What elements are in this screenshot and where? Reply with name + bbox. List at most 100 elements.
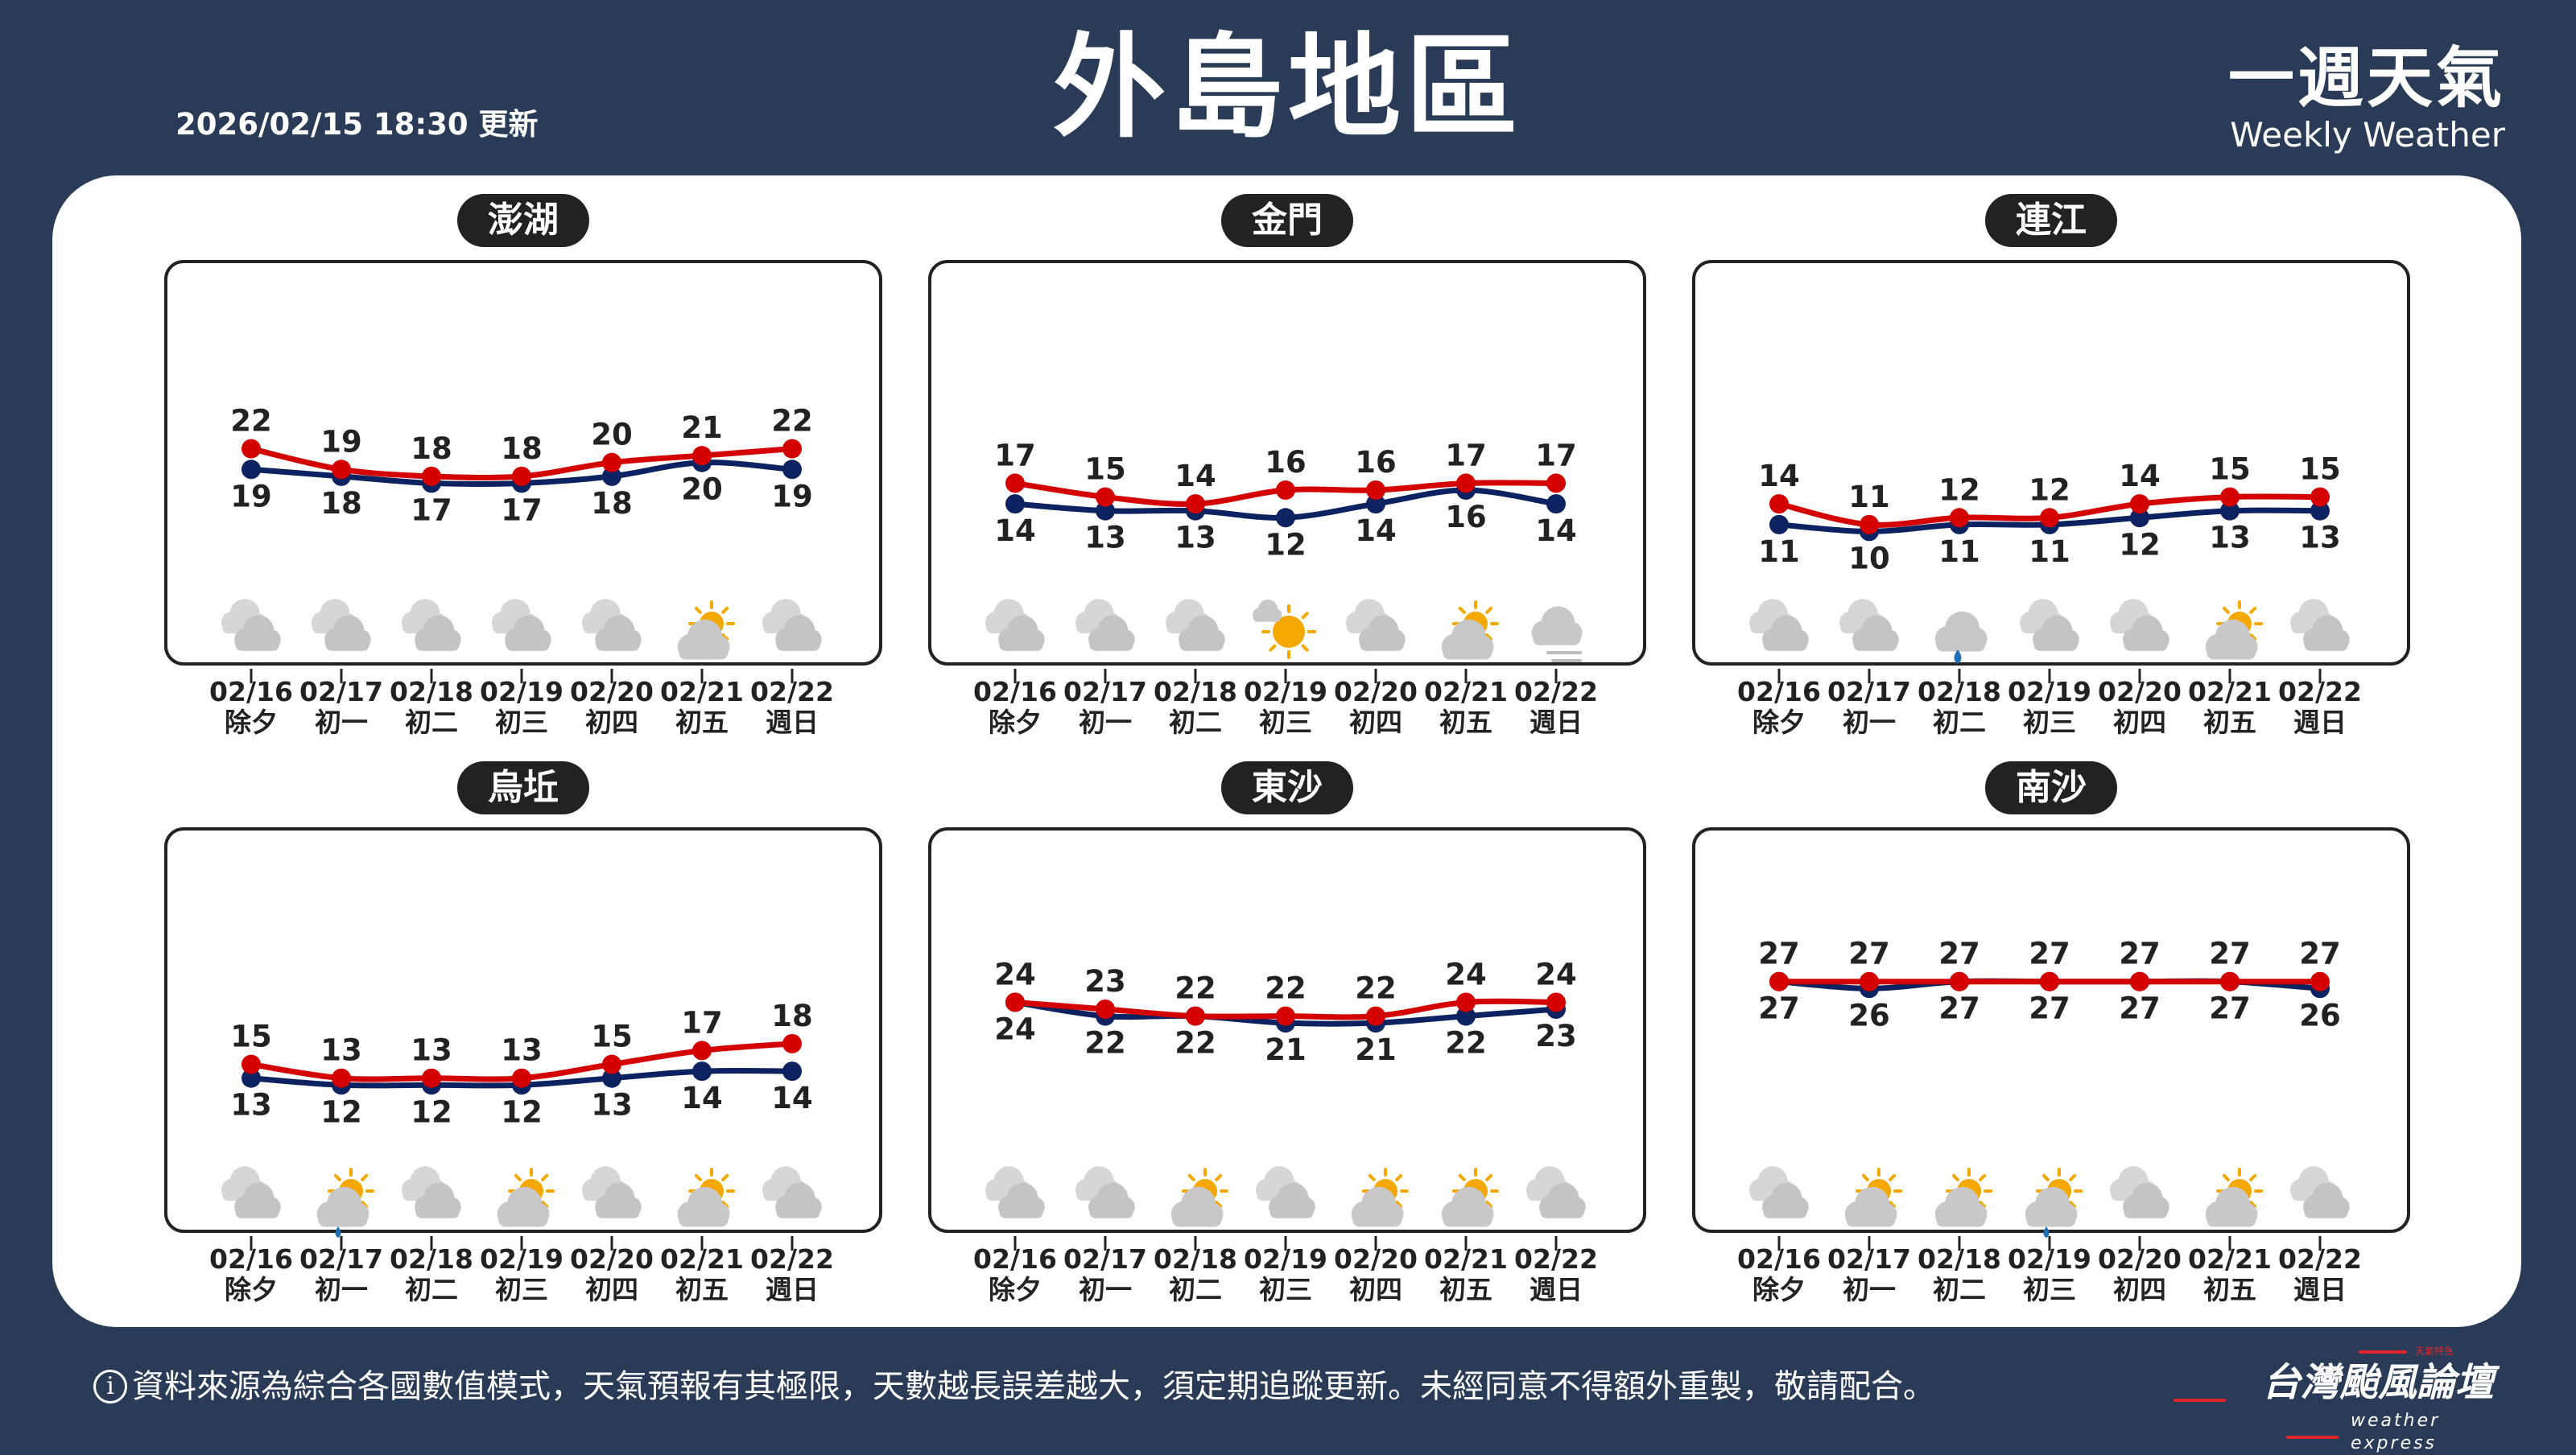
disclaimer: i 資料來源為綜合各國數值模式，天氣預報有其極限，天數越長誤差越大，須定期追蹤更… (93, 1366, 1935, 1407)
date-label: 02/22 週日 (2275, 677, 2365, 738)
lunar-date: 初五 (675, 707, 729, 738)
date-label: 02/19 初三 (477, 677, 567, 738)
high-temp-label: 15 (2299, 452, 2341, 487)
info-icon: i (93, 1370, 127, 1403)
date-label: 02/17 初一 (296, 1244, 386, 1305)
high-temp-point (1276, 480, 1295, 501)
cloudy-icon (2019, 599, 2079, 651)
cloudy-icon (311, 599, 371, 651)
low-temp-label: 12 (501, 1094, 543, 1129)
high-temp-point (1456, 473, 1476, 493)
date-text: 02/19 (2008, 676, 2091, 707)
date-label: 02/19 初三 (1241, 1244, 1331, 1305)
low-temp-point (242, 460, 261, 480)
lunar-date: 初四 (2113, 1274, 2166, 1305)
high-temp-point (242, 439, 261, 459)
cloudy-icon (1075, 1166, 1135, 1218)
low-temp-label: 17 (501, 493, 543, 527)
high-temp-label: 24 (1445, 957, 1487, 991)
lunar-date: 週日 (766, 707, 819, 738)
lunar-date: 除夕 (1752, 1274, 1806, 1305)
low-temp-label: 21 (1355, 1033, 1397, 1067)
partly-cloudy-icon (677, 600, 735, 660)
low-temp-label: 23 (1535, 1019, 1577, 1053)
cloudy-icon (401, 599, 461, 651)
lunar-date: 週日 (1530, 1274, 1583, 1305)
cloudy-icon (1748, 599, 1809, 651)
low-temp-label: 13 (2299, 521, 2341, 555)
low-temp-point (1005, 494, 1025, 514)
high-temp-label: 17 (681, 1005, 723, 1040)
date-label: 02/20 初四 (567, 1244, 657, 1305)
lunar-date: 初三 (495, 707, 548, 738)
temperature-chart: 19 18 17 17 18 20 19 22 19 18 18 20 21 22 (164, 260, 882, 683)
date-text: 02/21 (2188, 676, 2272, 707)
lunar-date: 初五 (2203, 707, 2256, 738)
date-text: 02/18 (1154, 676, 1237, 707)
high-temp-label: 27 (2119, 937, 2161, 971)
disclaimer-text: 資料來源為綜合各國數值模式，天氣預報有其極限，天數越長誤差越大，須定期追蹤更新。… (132, 1368, 1935, 1405)
high-temp-label: 15 (230, 1020, 272, 1054)
low-temp-point (2130, 508, 2149, 528)
date-text: 02/21 (2188, 1243, 2272, 1275)
cloudy-icon (1748, 1166, 1809, 1218)
partly-cloudy-rain-icon (316, 1168, 374, 1238)
high-temp-label: 16 (1265, 445, 1307, 480)
date-text: 02/17 (299, 1243, 383, 1275)
low-temp-label: 19 (230, 479, 272, 513)
lunar-date: 初二 (1169, 707, 1222, 738)
date-label: 02/18 初二 (1914, 1244, 2004, 1305)
forecast-board: 澎湖 19 18 17 17 18 20 19 22 19 18 18 20 21 22 02/16 除夕 02/… (52, 175, 2521, 1327)
low-temp-label: 12 (1265, 527, 1307, 562)
high-temp-point (782, 1033, 802, 1053)
lunar-date: 週日 (766, 1274, 819, 1305)
high-temp-label: 12 (2029, 472, 2070, 507)
date-text: 02/19 (480, 1243, 564, 1275)
date-label: 02/21 初五 (657, 1244, 747, 1305)
date-label: 02/20 初四 (1331, 1244, 1421, 1305)
cloudy-icon (2109, 1166, 2169, 1218)
cloudy-icon (2109, 599, 2169, 651)
low-temp-label: 21 (1265, 1033, 1307, 1067)
high-temp-label: 17 (1535, 438, 1577, 472)
high-temp-point (1860, 971, 1879, 991)
high-temp-point (1769, 971, 1789, 991)
low-temp-label: 11 (2029, 534, 2070, 569)
date-text: 02/20 (570, 676, 654, 707)
lunar-date: 初一 (1843, 707, 1896, 738)
high-temp-label: 22 (1174, 971, 1216, 1006)
date-text: 02/18 (390, 1243, 473, 1275)
high-temp-point (1186, 494, 1205, 514)
low-temp-label: 11 (1758, 534, 1800, 569)
date-text: 02/17 (1827, 676, 1911, 707)
date-axis: 02/16 除夕 02/17 初一 02/18 初二 02/19 初三 02/20 初四 02/21… (164, 677, 882, 749)
date-text: 02/22 (1514, 1243, 1598, 1275)
update-time: 2026/02/15 18:30 更新 (175, 107, 539, 142)
high-temp-point (1546, 473, 1566, 493)
low-temp-label: 16 (1445, 500, 1487, 534)
brand: 一週天氣 Weekly Weather (2228, 42, 2505, 155)
high-temp-point (1769, 494, 1789, 514)
partly-cloudy-icon (1351, 1168, 1409, 1227)
date-text: 02/17 (1063, 676, 1147, 707)
date-text: 02/19 (2008, 1243, 2091, 1275)
date-text: 02/21 (660, 1243, 744, 1275)
low-temp-label: 12 (2119, 527, 2161, 562)
high-temp-point (422, 466, 441, 486)
high-temp-point (1186, 1006, 1205, 1026)
lunar-date: 初一 (315, 707, 368, 738)
date-label: 02/21 初五 (657, 677, 747, 738)
high-temp-point (512, 466, 531, 486)
date-label: 02/21 初五 (1421, 1244, 1511, 1305)
high-temp-point (1005, 473, 1025, 493)
low-temp-label: 13 (591, 1088, 633, 1123)
date-text: 02/18 (1918, 1243, 2001, 1275)
high-temp-label: 27 (1848, 937, 1890, 971)
high-temp-point (1366, 480, 1385, 501)
high-temp-label: 17 (994, 438, 1036, 472)
fog-icon (1531, 606, 1583, 662)
low-temp-point (1096, 501, 1115, 521)
lunar-date: 除夕 (989, 1274, 1042, 1305)
lunar-date: 初二 (1933, 707, 1986, 738)
lunar-date: 初二 (405, 1274, 458, 1305)
